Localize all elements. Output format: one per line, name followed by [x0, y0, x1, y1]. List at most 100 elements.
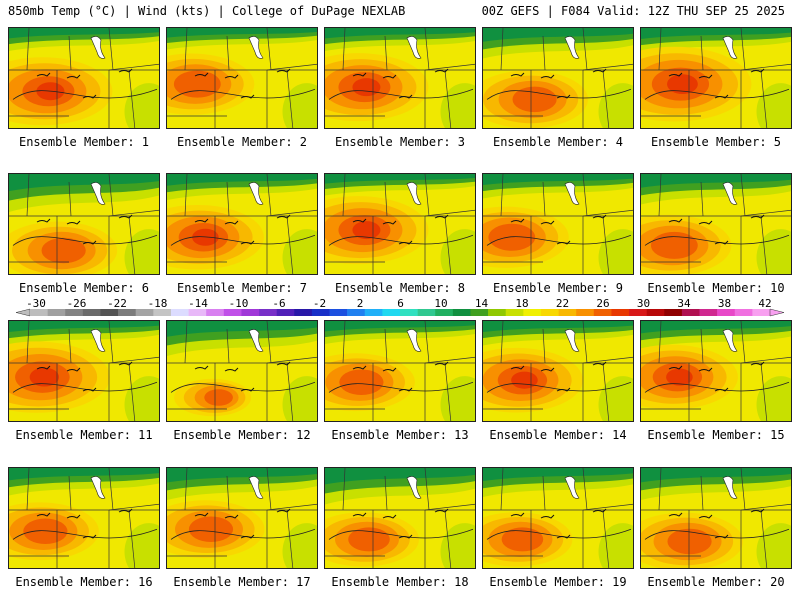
wind-barb [668, 512, 683, 517]
wind-barb [592, 214, 607, 219]
height-contour [644, 528, 790, 540]
wind-barb [118, 214, 133, 219]
temperature-map [167, 468, 317, 568]
wind-barb [82, 534, 97, 539]
ensemble-member-label: Ensemble Member: 18 [331, 575, 469, 589]
colorbar-low-arrow [15, 308, 31, 317]
state-boundary [68, 35, 72, 71]
east-contour [440, 523, 475, 568]
wind-barb [224, 220, 239, 225]
state-boundary [760, 215, 768, 274]
colorbar-swatch [30, 309, 48, 316]
warm-contour [512, 86, 557, 113]
colorbar-tick-label: 30 [636, 297, 651, 310]
state-boundary [226, 475, 230, 511]
east-contour [756, 376, 791, 421]
colorbar-swatch [576, 309, 595, 316]
wind-barb [240, 240, 255, 245]
colorbar-swatch [717, 309, 736, 316]
state-boundary [342, 468, 346, 511]
warm-contour [352, 221, 381, 240]
ensemble-map-panel [166, 467, 318, 569]
wind-barb [434, 361, 449, 366]
wind-barb [434, 508, 449, 513]
wind-barb [668, 218, 683, 223]
east-contour [124, 376, 159, 421]
state-boundary [384, 328, 388, 364]
ensemble-member-label: Ensemble Member: 19 [489, 575, 627, 589]
state-boundary [266, 63, 317, 71]
temperature-colorbar [15, 308, 785, 317]
state-boundary [424, 503, 475, 511]
state-boundary [444, 215, 452, 274]
wind-barb [510, 218, 525, 223]
warm-contour [667, 74, 698, 94]
cool-contour [9, 468, 159, 481]
colorbar-swatch [311, 309, 330, 316]
state-boundary [424, 209, 475, 217]
wind-barb [36, 72, 51, 77]
state-boundary [740, 28, 746, 71]
wind-barb [82, 387, 97, 392]
east-contour [440, 83, 475, 128]
height-contour [170, 88, 316, 100]
wind-barb [382, 220, 397, 225]
height-contour [486, 88, 632, 100]
state-boundary [384, 181, 388, 217]
wind-barb [556, 387, 571, 392]
wind-barb [750, 361, 765, 366]
ensemble-map-panel [640, 467, 792, 569]
height-contour [644, 88, 790, 100]
height-contour [328, 381, 474, 393]
wind-barb [276, 361, 291, 366]
state-boundary [582, 356, 633, 364]
warm-contour [204, 389, 233, 406]
colorbar-swatch [82, 309, 101, 316]
state-boundary [582, 468, 588, 511]
east-contour [598, 83, 633, 128]
east-contour [598, 523, 633, 568]
wind-barb [592, 361, 607, 366]
state-boundary [26, 174, 30, 217]
cool-contour [325, 28, 475, 39]
state-boundary [700, 35, 704, 71]
state-boundary [542, 475, 546, 511]
height-contour [644, 381, 790, 393]
state-boundary [602, 509, 610, 568]
wind-barb [382, 367, 397, 372]
state-boundary [68, 181, 72, 217]
great-lakes [564, 329, 580, 352]
wind-barb [510, 512, 525, 517]
cool-contour [483, 28, 633, 42]
wind-barb [398, 387, 413, 392]
state-boundary [700, 328, 704, 364]
east-contour [440, 229, 475, 274]
colorbar-tick-label: -22 [107, 297, 127, 310]
state-boundary [500, 321, 504, 364]
colorbar-tick-label: 26 [596, 297, 610, 310]
wind-barb [352, 512, 367, 517]
great-lakes [248, 36, 264, 59]
state-boundary [266, 28, 272, 71]
wind-barb [714, 387, 729, 392]
state-boundary [342, 174, 346, 217]
state-boundary [108, 356, 159, 364]
state-boundary [128, 509, 136, 568]
great-lakes [564, 182, 580, 205]
wind-barb [398, 240, 413, 245]
colorbar-swatch [188, 309, 207, 316]
wind-barb [714, 240, 729, 245]
great-lakes [722, 329, 738, 352]
temperature-map [641, 321, 791, 421]
colorbar-swatch [153, 309, 172, 316]
warm-contour [488, 223, 536, 251]
ensemble-map-panel [166, 320, 318, 422]
warm-contour [23, 518, 68, 544]
wind-barb [540, 220, 555, 225]
wind-barb [118, 361, 133, 366]
colorbar-swatch [400, 309, 418, 316]
state-boundary [700, 475, 704, 511]
state-boundary [68, 328, 72, 364]
ensemble-map-panel [8, 467, 160, 569]
colorbar-swatch [135, 309, 154, 316]
